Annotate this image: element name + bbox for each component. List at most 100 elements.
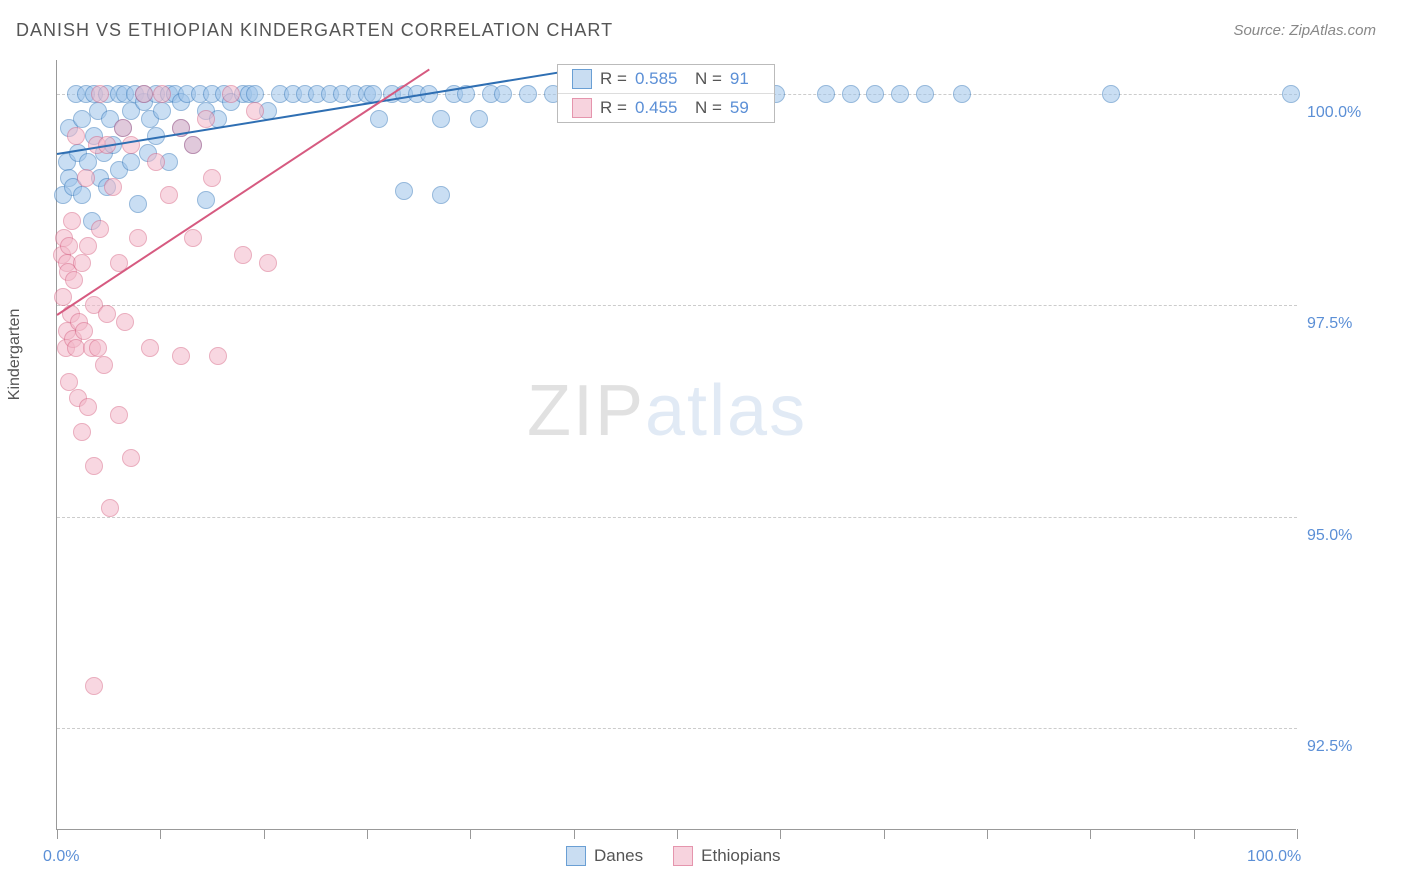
x-tick [264, 829, 265, 839]
correlation-legend-row: R = 0.585 N = 91 [558, 65, 774, 93]
legend-swatch [572, 98, 592, 118]
legend-bottom: Danes Ethiopians [566, 846, 781, 866]
scatter-marker [73, 254, 91, 272]
scatter-marker [104, 178, 122, 196]
gridline [57, 305, 1297, 306]
gridline [57, 728, 1297, 729]
scatter-marker [184, 229, 202, 247]
scatter-marker [153, 102, 171, 120]
y-tick-label: 97.5% [1307, 315, 1352, 333]
scatter-marker [129, 195, 147, 213]
scatter-marker [60, 373, 78, 391]
scatter-marker [122, 449, 140, 467]
scatter-marker [73, 110, 91, 128]
scatter-marker [147, 153, 165, 171]
scatter-marker [222, 85, 240, 103]
scatter-marker [209, 347, 227, 365]
scatter-marker [1282, 85, 1300, 103]
scatter-marker [234, 246, 252, 264]
source-label: Source: ZipAtlas.com [1233, 22, 1376, 39]
plot-area: ZIPatlas 92.5%95.0%97.5%100.0%0.0%100.0%… [56, 60, 1296, 830]
watermark: ZIPatlas [527, 370, 807, 452]
scatter-marker [494, 85, 512, 103]
scatter-marker [89, 339, 107, 357]
scatter-marker [395, 182, 413, 200]
n-label: N = [695, 69, 722, 89]
n-label: N = [695, 98, 722, 118]
r-value: 0.585 [635, 69, 687, 89]
scatter-marker [75, 322, 93, 340]
r-label: R = [600, 69, 627, 89]
scatter-marker [160, 186, 178, 204]
chart-container: DANISH VS ETHIOPIAN KINDERGARTEN CORRELA… [0, 0, 1406, 892]
x-tick [57, 829, 58, 839]
scatter-marker [54, 288, 72, 306]
n-value: 91 [730, 69, 760, 89]
scatter-marker [246, 85, 264, 103]
legend-label: Danes [594, 846, 643, 866]
scatter-marker [79, 237, 97, 255]
x-tick [987, 829, 988, 839]
scatter-marker [79, 153, 97, 171]
scatter-marker [842, 85, 860, 103]
scatter-marker [141, 339, 159, 357]
scatter-marker [73, 423, 91, 441]
scatter-marker [1102, 85, 1120, 103]
scatter-marker [114, 119, 132, 137]
legend-swatch [566, 846, 586, 866]
scatter-marker [116, 313, 134, 331]
scatter-marker [110, 406, 128, 424]
y-tick-label: 92.5% [1307, 738, 1352, 756]
x-tick [884, 829, 885, 839]
legend-item: Ethiopians [673, 846, 780, 866]
correlation-legend-row: R =0.455N =59 [558, 93, 774, 122]
scatter-marker [77, 169, 95, 187]
scatter-marker [432, 110, 450, 128]
scatter-marker [129, 229, 147, 247]
scatter-marker [60, 237, 78, 255]
scatter-marker [79, 398, 97, 416]
scatter-marker [953, 85, 971, 103]
scatter-marker [184, 136, 202, 154]
watermark-atlas: atlas [645, 371, 807, 451]
scatter-marker [259, 254, 277, 272]
y-tick-label: 95.0% [1307, 527, 1352, 545]
n-value: 59 [730, 98, 760, 118]
scatter-marker [470, 110, 488, 128]
scatter-marker [98, 305, 116, 323]
legend-label: Ethiopians [701, 846, 780, 866]
x-tick [1194, 829, 1195, 839]
scatter-marker [95, 356, 113, 374]
y-tick-label: 100.0% [1307, 104, 1361, 122]
scatter-marker [91, 220, 109, 238]
x-tick [1297, 829, 1298, 839]
scatter-marker [866, 85, 884, 103]
scatter-marker [519, 85, 537, 103]
scatter-marker [197, 191, 215, 209]
x-tick [470, 829, 471, 839]
scatter-marker [101, 499, 119, 517]
correlation-legend: R =0.585N =91R =0.455N =59 [557, 64, 775, 123]
scatter-marker [891, 85, 909, 103]
scatter-marker [916, 85, 934, 103]
x-tick [780, 829, 781, 839]
scatter-marker [122, 136, 140, 154]
x-tick-label-first: 0.0% [43, 848, 79, 866]
legend-item: Danes [566, 846, 643, 866]
watermark-zip: ZIP [527, 371, 645, 451]
gridline [57, 517, 1297, 518]
scatter-marker [432, 186, 450, 204]
scatter-marker [817, 85, 835, 103]
scatter-marker [197, 110, 215, 128]
scatter-marker [85, 457, 103, 475]
scatter-marker [63, 212, 81, 230]
scatter-marker [203, 169, 221, 187]
x-tick [160, 829, 161, 839]
x-tick [677, 829, 678, 839]
x-tick [367, 829, 368, 839]
x-tick [574, 829, 575, 839]
scatter-marker [73, 186, 91, 204]
legend-swatch [572, 69, 592, 89]
legend-swatch [673, 846, 693, 866]
scatter-marker [153, 85, 171, 103]
